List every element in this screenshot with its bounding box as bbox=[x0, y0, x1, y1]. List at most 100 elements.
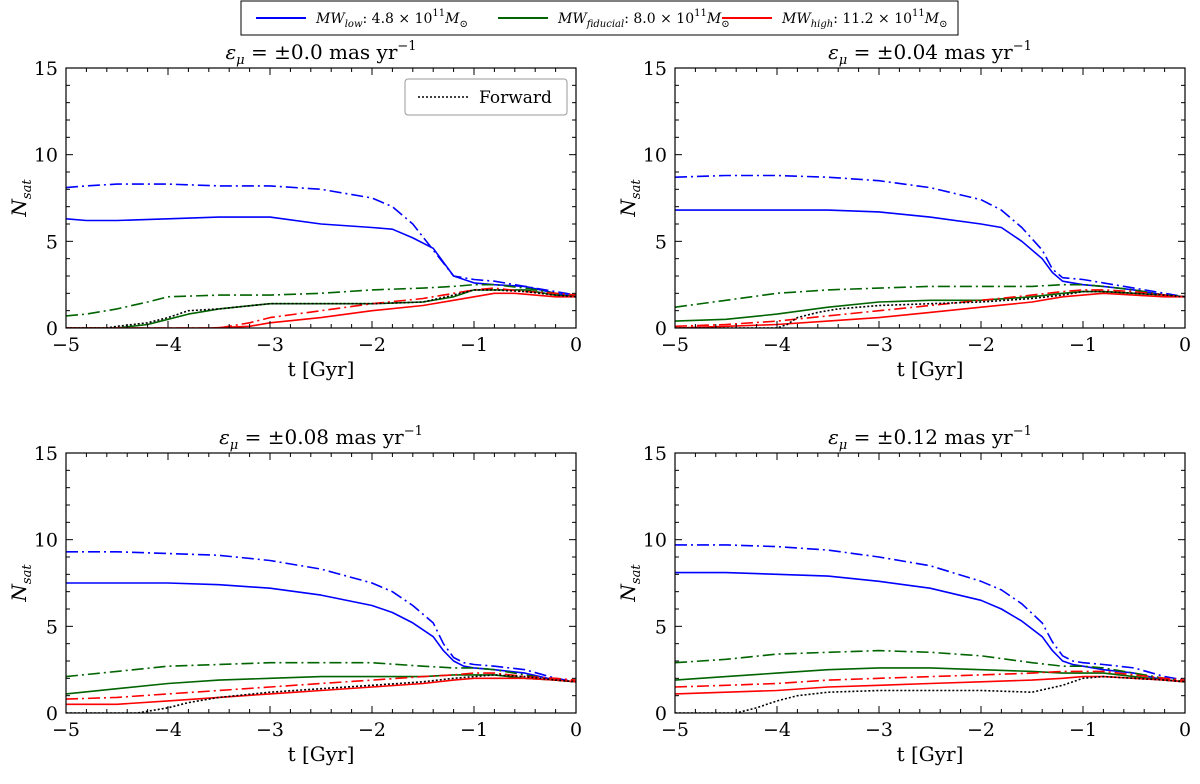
x-tick-label: −2 bbox=[967, 719, 995, 741]
y-axis-label: Nsat bbox=[616, 179, 644, 218]
x-tick-label: −4 bbox=[154, 334, 182, 356]
series-line-mw-high-solid bbox=[66, 677, 576, 706]
series-line-mw-fiducial-dash-dot bbox=[675, 283, 1185, 308]
y-tick-label: 5 bbox=[46, 231, 58, 253]
legend-label-fiducial: MWfiducial: 8.0 × 1011M⊙ bbox=[557, 8, 730, 30]
plot-frame bbox=[65, 452, 577, 714]
x-tick-label: −4 bbox=[763, 719, 791, 741]
x-tick-label: −4 bbox=[763, 334, 791, 356]
chart-panels: −5 −4 −3 −2 −1 0 0 5 10 15 t [Gyr] Nsat εμ = ±0.0 ma… bbox=[7, 39, 1191, 766]
x-tick-label: 0 bbox=[570, 334, 582, 356]
series-line-mw-low-solid bbox=[675, 571, 1185, 683]
forward-legend-label: Forward bbox=[479, 88, 552, 108]
series-line-forward bbox=[66, 674, 576, 713]
x-tick-label: −1 bbox=[1069, 719, 1097, 741]
legend: MWlow: 4.8 × 1011M⊙ MWfiducial: 8.0 × 10… bbox=[240, 0, 959, 36]
panel-title: εμ = ±0.12 mas yr−1 bbox=[828, 424, 1032, 453]
x-tick-label: 0 bbox=[1179, 334, 1191, 356]
series-line-forward bbox=[66, 289, 576, 328]
chart-panel-3: −5 −4 −3 −2 −1 0 0 5 10 15 t [Gyr] Nsat εμ = ±0.08 m… bbox=[7, 424, 582, 766]
panel-title: εμ = ±0.08 mas yr−1 bbox=[219, 424, 423, 453]
x-tick-label: −3 bbox=[256, 334, 284, 356]
chart-panel-4: −5 −4 −3 −2 −1 0 0 5 10 15 t [Gyr] Nsat εμ = ±0.12 m… bbox=[616, 424, 1191, 766]
series-line-mw-fiducial-solid bbox=[675, 667, 1185, 683]
series-line-mw-fiducial-dash-dot bbox=[66, 283, 576, 317]
x-axis-label: t [Gyr] bbox=[897, 742, 964, 766]
series-line-mw-fiducial-solid bbox=[66, 289, 576, 328]
x-tick-label: −3 bbox=[865, 334, 893, 356]
y-tick-label: 0 bbox=[655, 318, 667, 340]
series-line-mw-fiducial-dash-dot bbox=[675, 649, 1185, 683]
y-tick-label: 15 bbox=[643, 443, 667, 465]
x-axis-label: t [Gyr] bbox=[897, 357, 964, 381]
plot-frame bbox=[65, 67, 577, 329]
y-tick-label: 10 bbox=[643, 530, 667, 552]
plot-frame bbox=[674, 452, 1186, 714]
series-line-mw-low-dash-dot bbox=[66, 550, 576, 683]
x-tick-label: −5 bbox=[52, 334, 80, 356]
series-line-mw-low-dash-dot bbox=[66, 183, 576, 296]
y-tick-label: 5 bbox=[655, 231, 667, 253]
x-tick-label: −2 bbox=[358, 719, 386, 741]
forward-legend: Forward bbox=[404, 78, 568, 116]
y-tick-label: 0 bbox=[655, 703, 667, 725]
y-tick-label: 10 bbox=[34, 530, 58, 552]
series-line-mw-high-solid bbox=[675, 292, 1185, 328]
plot-frame bbox=[674, 67, 1186, 329]
chart-panel-2: −5 −4 −3 −2 −1 0 0 5 10 15 t [Gyr] Nsat εμ = ±0.04 m… bbox=[616, 39, 1191, 381]
legend-box bbox=[240, 0, 959, 36]
series-group bbox=[675, 544, 1185, 713]
x-axis-label: t [Gyr] bbox=[288, 357, 355, 381]
x-axis-label: t [Gyr] bbox=[288, 742, 355, 766]
series-line-mw-low-solid bbox=[675, 209, 1185, 298]
series-line-mw-high-solid bbox=[675, 675, 1185, 695]
series-line-mw-high-dash-dot bbox=[66, 672, 576, 700]
y-axis-label: Nsat bbox=[7, 564, 35, 603]
series-line-mw-low-dash-dot bbox=[675, 174, 1185, 298]
x-tick-label: −1 bbox=[460, 334, 488, 356]
x-tick-label: 0 bbox=[570, 719, 582, 741]
series-line-mw-high-dash-dot bbox=[675, 670, 1185, 688]
y-tick-label: 0 bbox=[46, 318, 58, 340]
y-tick-label: 0 bbox=[46, 703, 58, 725]
y-tick-label: 15 bbox=[34, 58, 58, 80]
x-tick-label: −3 bbox=[256, 719, 284, 741]
series-group bbox=[66, 550, 576, 713]
x-tick-label: 0 bbox=[1179, 719, 1191, 741]
y-tick-label: 5 bbox=[46, 616, 58, 638]
x-tick-label: −5 bbox=[661, 719, 689, 741]
series-group bbox=[675, 174, 1185, 328]
series-line-mw-high-dash-dot bbox=[675, 289, 1185, 328]
y-tick-label: 5 bbox=[655, 616, 667, 638]
series-group bbox=[66, 183, 576, 328]
x-tick-label: −5 bbox=[661, 334, 689, 356]
y-tick-label: 15 bbox=[34, 443, 58, 465]
legend-item-low: MWlow: 4.8 × 1011M⊙ bbox=[256, 8, 468, 30]
x-tick-label: −2 bbox=[358, 334, 386, 356]
x-tick-label: −1 bbox=[460, 719, 488, 741]
panel-title: εμ = ±0.04 mas yr−1 bbox=[828, 39, 1032, 68]
x-tick-label: −4 bbox=[154, 719, 182, 741]
series-line-mw-low-dash-dot bbox=[675, 544, 1185, 681]
series-line-mw-fiducial-dash-dot bbox=[66, 661, 576, 683]
series-line-forward bbox=[675, 290, 1185, 328]
y-tick-label: 10 bbox=[34, 145, 58, 167]
forward-legend-box bbox=[404, 78, 568, 116]
y-tick-label: 10 bbox=[643, 145, 667, 167]
x-tick-label: −5 bbox=[52, 719, 80, 741]
y-tick-label: 15 bbox=[643, 58, 667, 80]
series-line-forward bbox=[675, 675, 1185, 713]
legend-item-fiducial: MWfiducial: 8.0 × 1011M⊙ bbox=[498, 8, 730, 30]
legend-label-low: MWlow: 4.8 × 1011M⊙ bbox=[315, 8, 468, 30]
series-line-mw-fiducial-solid bbox=[675, 290, 1185, 322]
legend-label-high: MWhigh: 11.2 × 1011M⊙ bbox=[781, 8, 947, 30]
y-axis-label: Nsat bbox=[616, 564, 644, 603]
chart-panel-1: −5 −4 −3 −2 −1 0 0 5 10 15 t [Gyr] Nsat εμ = ±0.0 ma… bbox=[7, 39, 582, 381]
x-tick-label: −3 bbox=[865, 719, 893, 741]
x-tick-label: −2 bbox=[967, 334, 995, 356]
legend-item-high: MWhigh: 11.2 × 1011M⊙ bbox=[722, 8, 947, 30]
panel-title: εμ = ±0.0 mas yr−1 bbox=[225, 39, 416, 68]
x-tick-label: −1 bbox=[1069, 334, 1097, 356]
y-axis-label: Nsat bbox=[7, 179, 35, 218]
